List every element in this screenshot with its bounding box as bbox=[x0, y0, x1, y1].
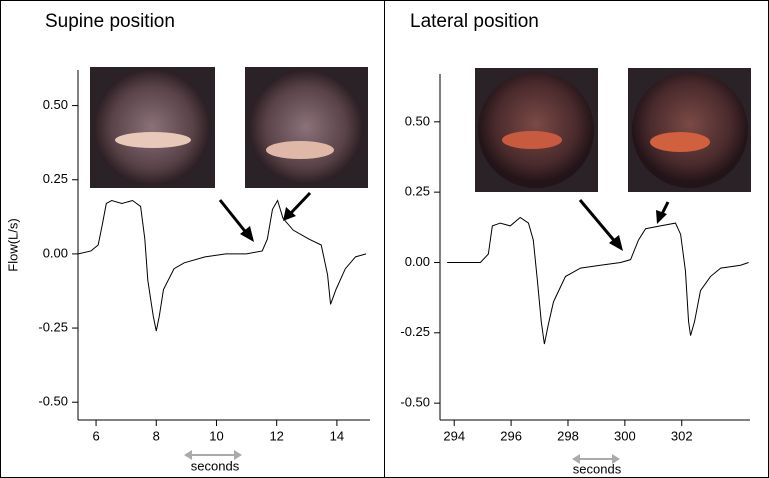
y-tick-label: 0.50 bbox=[405, 113, 430, 128]
x-axis-label: seconds bbox=[573, 461, 622, 476]
x-tick-label: 298 bbox=[557, 428, 579, 443]
arrow bbox=[578, 199, 619, 245]
x-tick-label: 12 bbox=[269, 428, 283, 443]
x-tick-label: 8 bbox=[153, 428, 160, 443]
panel-title: Lateral position bbox=[410, 11, 539, 32]
x-tick-label: 300 bbox=[614, 428, 636, 443]
x-tick-label: 10 bbox=[209, 428, 223, 443]
arrow-head bbox=[572, 454, 580, 464]
x-tick-label: 14 bbox=[330, 428, 344, 443]
arrow-head bbox=[612, 454, 620, 464]
photo-scope bbox=[632, 72, 748, 188]
y-tick-label: -0.25 bbox=[38, 319, 68, 334]
y-tick-label: -0.50 bbox=[38, 394, 68, 409]
y-tick-label: -0.50 bbox=[400, 395, 430, 410]
photo-detail bbox=[650, 132, 710, 152]
photo-scope bbox=[249, 70, 363, 184]
arrow bbox=[218, 199, 250, 236]
arrow-head bbox=[184, 450, 192, 460]
y-tick-label: 0.00 bbox=[43, 245, 68, 260]
arrow-head bbox=[609, 235, 623, 251]
photo-scope bbox=[478, 72, 594, 188]
photo-detail bbox=[502, 131, 562, 149]
y-tick-label: 0.00 bbox=[405, 254, 430, 269]
time-scale-arrows bbox=[184, 450, 620, 464]
arrow bbox=[660, 201, 670, 215]
x-axis-label: seconds bbox=[191, 458, 240, 473]
x-tick-label: 296 bbox=[500, 428, 522, 443]
panel-title: Supine position bbox=[45, 11, 175, 32]
arrow-head bbox=[656, 210, 667, 224]
y-tick-label: 0.50 bbox=[43, 97, 68, 112]
y-tick-label: 0.25 bbox=[405, 184, 430, 199]
flow-trace bbox=[78, 199, 367, 332]
arrow-head bbox=[283, 207, 296, 221]
y-tick-label: -0.25 bbox=[400, 324, 430, 339]
y-tick-label: 0.25 bbox=[43, 171, 68, 186]
x-tick-label: 302 bbox=[671, 428, 693, 443]
photo-scope bbox=[94, 69, 210, 185]
photo-detail bbox=[115, 132, 191, 148]
arrow bbox=[288, 191, 312, 216]
arrow-head bbox=[240, 226, 254, 242]
flow-trace bbox=[447, 216, 749, 345]
annotation-arrows bbox=[218, 191, 670, 251]
y-axis-label: Flow(L/s) bbox=[5, 218, 20, 271]
photos bbox=[90, 67, 751, 192]
photo-detail bbox=[266, 141, 334, 159]
x-tick-label: 6 bbox=[92, 428, 99, 443]
x-tick-label: 294 bbox=[443, 428, 465, 443]
arrow-head bbox=[234, 450, 242, 460]
